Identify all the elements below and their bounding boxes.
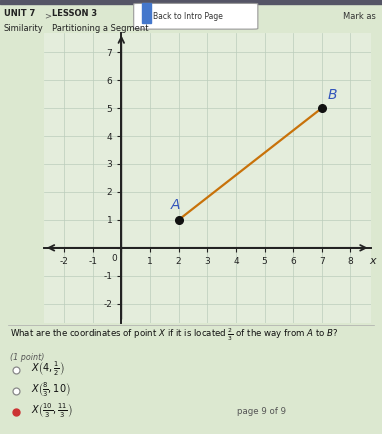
Text: Mark as: Mark as	[343, 12, 376, 21]
Text: $X\left(\frac{8}{3}, 10\right)$: $X\left(\frac{8}{3}, 10\right)$	[31, 381, 70, 399]
Text: Partitioning a Segment: Partitioning a Segment	[52, 24, 148, 33]
Text: $B$: $B$	[327, 88, 338, 102]
Text: (1 point): (1 point)	[10, 353, 44, 362]
Text: $X\left(4, \frac{1}{2}\right)$: $X\left(4, \frac{1}{2}\right)$	[31, 360, 64, 378]
Bar	[0, 0, 382, 4]
Text: $X\left(\frac{10}{3}, \frac{11}{3}\right)$: $X\left(\frac{10}{3}, \frac{11}{3}\right…	[31, 402, 72, 421]
Text: Back to Intro Page: Back to Intro Page	[153, 12, 223, 21]
Text: Similarity: Similarity	[4, 24, 44, 33]
Text: $A$: $A$	[170, 198, 181, 212]
Bar	[142, 3, 151, 23]
Text: page 9 of 9: page 9 of 9	[237, 407, 286, 416]
Text: 0: 0	[111, 254, 117, 263]
Text: $x$: $x$	[369, 256, 378, 266]
FancyBboxPatch shape	[134, 3, 258, 29]
Text: UNIT 7: UNIT 7	[4, 9, 35, 18]
Text: LESSON 3: LESSON 3	[52, 9, 97, 18]
Text: >: >	[44, 12, 51, 21]
Text: What are the coordinates of point $X$ if it is located $\frac{2}{3}$ of the way : What are the coordinates of point $X$ if…	[10, 327, 338, 343]
